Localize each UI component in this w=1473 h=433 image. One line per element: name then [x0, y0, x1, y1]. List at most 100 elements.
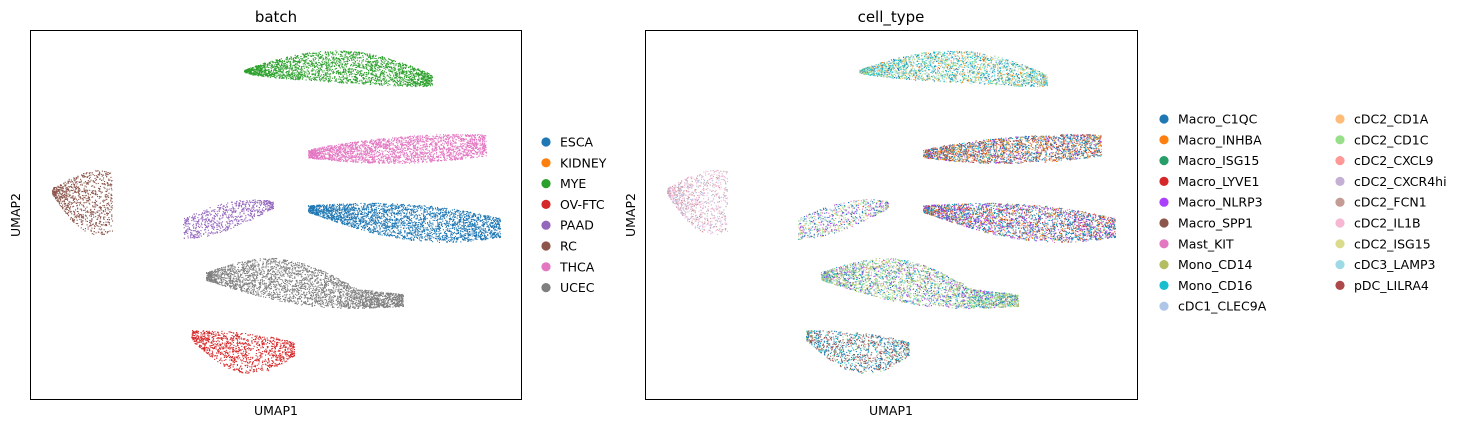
point-thca	[354, 143, 355, 144]
point-thca	[395, 161, 396, 162]
point-thca	[374, 152, 375, 153]
point-mye	[409, 67, 410, 68]
point-thca	[414, 135, 415, 136]
point-thca	[409, 148, 410, 149]
point-mye	[403, 64, 404, 65]
point-thca	[379, 150, 380, 151]
point-thca	[471, 151, 472, 152]
point-mye	[294, 75, 295, 76]
point-thca	[381, 160, 382, 161]
point-mye	[351, 81, 352, 82]
point-thca	[329, 151, 330, 152]
point-mye	[349, 70, 350, 71]
point-mye	[330, 67, 331, 68]
point-thca	[398, 137, 399, 138]
point-thca	[351, 149, 352, 150]
point-mye	[410, 69, 411, 70]
point-thca	[331, 159, 332, 160]
point-mye	[369, 66, 370, 67]
point-mye	[356, 54, 357, 55]
point-mye	[329, 80, 330, 81]
point-mye	[393, 81, 394, 82]
point-thca	[440, 141, 441, 142]
point-mye	[354, 79, 355, 80]
point-mye	[402, 71, 403, 72]
point-mye	[309, 60, 310, 61]
point-mye	[298, 69, 299, 70]
point-mye	[375, 64, 376, 65]
point-mye	[353, 71, 354, 72]
point-mye	[391, 67, 392, 68]
point-thca	[346, 152, 347, 153]
point-mye	[283, 63, 284, 64]
point-mye	[415, 79, 416, 80]
point-mye	[280, 71, 281, 72]
point-mye	[279, 77, 280, 78]
point-mye	[418, 76, 419, 77]
point-thca	[418, 139, 419, 140]
point-thca	[423, 152, 424, 153]
point-thca	[457, 151, 458, 152]
point-mye	[415, 69, 416, 70]
point-mye	[398, 71, 399, 72]
point-thca	[345, 157, 346, 158]
point-mye	[385, 67, 386, 68]
point-thca	[389, 161, 390, 162]
point-thca	[472, 139, 473, 140]
point-esca	[384, 230, 385, 231]
point-mye	[297, 64, 298, 65]
point-mye	[366, 76, 367, 77]
point-thca	[399, 158, 400, 159]
point-thca	[347, 145, 348, 146]
point-thca	[386, 154, 387, 155]
point-thca	[429, 154, 430, 155]
point-thca	[393, 152, 394, 153]
point-thca	[472, 143, 473, 144]
point-thca	[383, 143, 384, 144]
point-thca	[424, 141, 425, 142]
point-thca	[381, 158, 382, 159]
point-thca	[482, 153, 483, 154]
point-thca	[483, 145, 484, 146]
point-thca	[352, 146, 353, 147]
point-mye	[373, 56, 374, 57]
point-thca	[423, 146, 424, 147]
point-mye	[401, 73, 402, 74]
point-mye	[416, 73, 417, 74]
point-mye	[391, 60, 392, 61]
point-mye	[396, 64, 397, 65]
point-mye	[419, 78, 420, 79]
point-thca	[413, 142, 414, 143]
point-thca	[329, 159, 330, 160]
point-thca	[442, 151, 443, 152]
point-thca	[455, 136, 456, 137]
point-thca	[325, 154, 326, 155]
point-mye	[432, 80, 433, 81]
point-thca	[342, 154, 343, 155]
point-thca	[396, 155, 397, 156]
point-thca	[467, 150, 468, 151]
point-thca	[466, 144, 467, 145]
point-thca	[440, 157, 441, 158]
point-thca	[470, 141, 471, 142]
point-thca	[447, 152, 448, 153]
point-thca	[463, 138, 464, 139]
point-mye	[320, 67, 321, 68]
point-mye	[377, 69, 378, 70]
point-mye	[302, 58, 303, 59]
point-mye	[366, 78, 367, 79]
point-mye	[409, 77, 410, 78]
point-thca	[440, 134, 441, 135]
point-thca	[393, 143, 394, 144]
point-mye	[300, 56, 301, 57]
point-mye	[328, 81, 329, 82]
point-mye	[345, 72, 346, 73]
point-thca	[342, 144, 343, 145]
point-thca	[433, 141, 434, 142]
point-mye	[382, 79, 383, 80]
point-mye	[360, 70, 361, 71]
point-mye	[365, 76, 366, 77]
point-thca	[441, 139, 442, 140]
point-mye	[361, 53, 362, 54]
point-mye	[354, 65, 355, 66]
